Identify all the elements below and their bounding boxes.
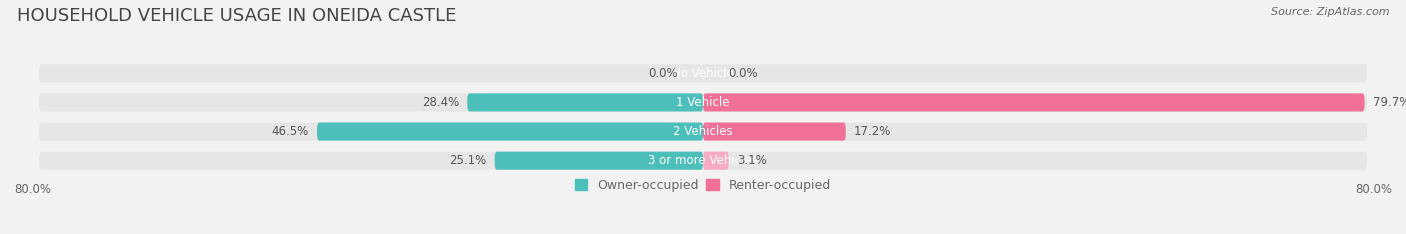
FancyBboxPatch shape bbox=[39, 93, 1367, 111]
Text: 1 Vehicle: 1 Vehicle bbox=[676, 96, 730, 109]
Text: HOUSEHOLD VEHICLE USAGE IN ONEIDA CASTLE: HOUSEHOLD VEHICLE USAGE IN ONEIDA CASTLE bbox=[17, 7, 456, 25]
Text: 17.2%: 17.2% bbox=[853, 125, 891, 138]
Text: Source: ZipAtlas.com: Source: ZipAtlas.com bbox=[1271, 7, 1389, 17]
FancyBboxPatch shape bbox=[703, 123, 846, 141]
FancyBboxPatch shape bbox=[703, 152, 728, 170]
Text: 2 Vehicles: 2 Vehicles bbox=[673, 125, 733, 138]
Text: 25.1%: 25.1% bbox=[449, 154, 486, 167]
Text: 79.7%: 79.7% bbox=[1372, 96, 1406, 109]
Legend: Owner-occupied, Renter-occupied: Owner-occupied, Renter-occupied bbox=[575, 179, 831, 192]
FancyBboxPatch shape bbox=[316, 123, 703, 141]
FancyBboxPatch shape bbox=[39, 123, 1367, 141]
Text: 46.5%: 46.5% bbox=[271, 125, 309, 138]
Text: 28.4%: 28.4% bbox=[422, 96, 458, 109]
Text: 80.0%: 80.0% bbox=[14, 183, 51, 196]
Text: 3 or more Vehicles: 3 or more Vehicles bbox=[648, 154, 758, 167]
Text: No Vehicle: No Vehicle bbox=[672, 67, 734, 80]
Text: 0.0%: 0.0% bbox=[728, 67, 758, 80]
FancyBboxPatch shape bbox=[495, 152, 703, 170]
Text: 80.0%: 80.0% bbox=[1355, 183, 1392, 196]
FancyBboxPatch shape bbox=[703, 93, 1365, 111]
FancyBboxPatch shape bbox=[39, 64, 1367, 82]
FancyBboxPatch shape bbox=[39, 152, 1367, 170]
Text: 3.1%: 3.1% bbox=[737, 154, 766, 167]
Text: 0.0%: 0.0% bbox=[648, 67, 678, 80]
FancyBboxPatch shape bbox=[467, 93, 703, 111]
